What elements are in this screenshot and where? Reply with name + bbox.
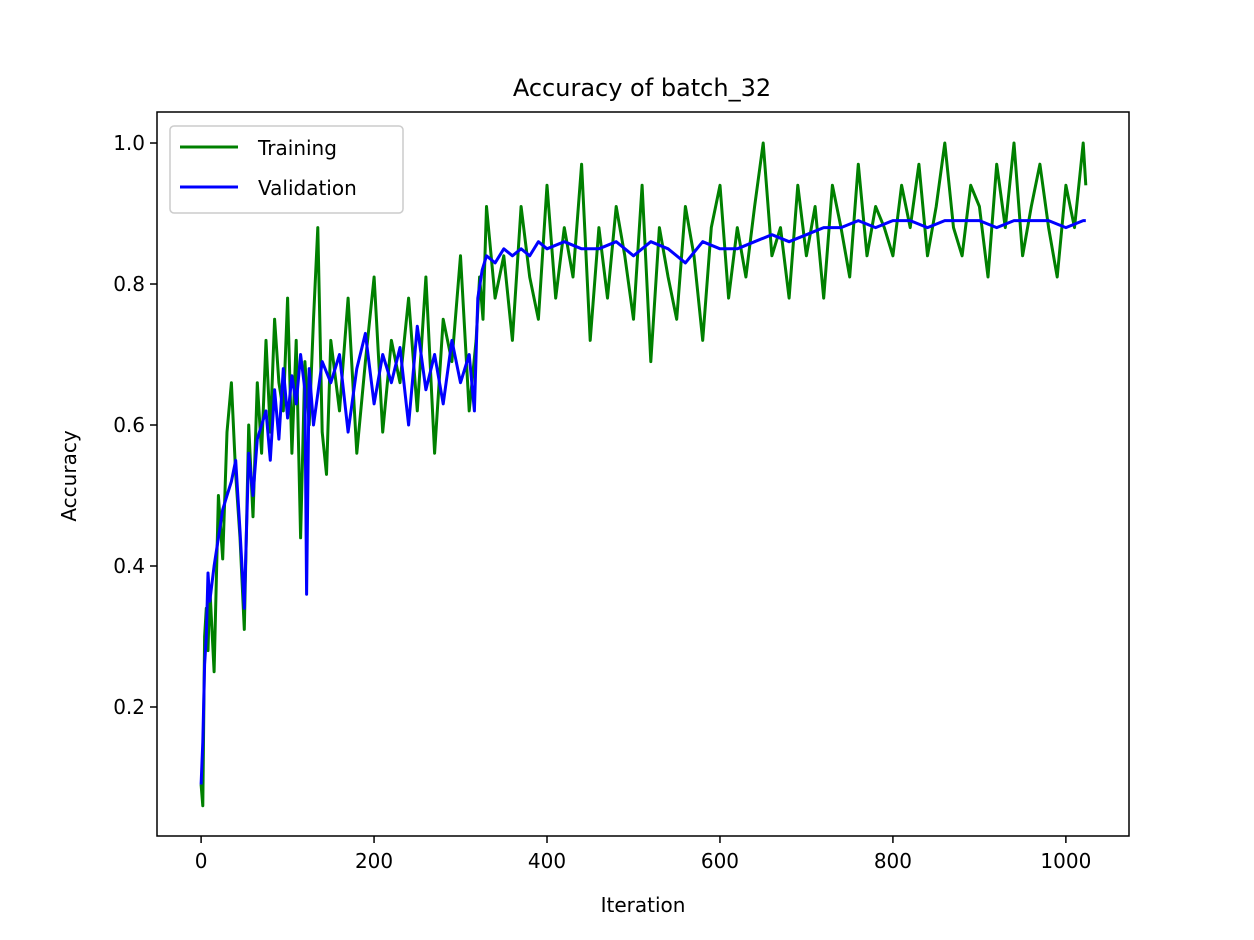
y-axis-ticks: 0.2 0.4 0.6 0.8 1.0	[113, 131, 157, 719]
series-layer	[199, 141, 1088, 808]
chart-title: Accuracy of batch_32	[513, 74, 771, 102]
legend: Training Validation	[169, 125, 404, 214]
legend-label-training: Training	[257, 136, 337, 160]
x-tick-label: 800	[874, 849, 912, 873]
x-axis-label: Iteration	[601, 893, 686, 917]
x-tick-label: 400	[528, 849, 566, 873]
x-tick-label: 0	[195, 849, 208, 873]
series-line-validation	[199, 219, 1086, 785]
y-axis-label: Accuracy	[57, 430, 81, 521]
y-tick-label: 1.0	[113, 131, 145, 155]
legend-label-validation: Validation	[258, 176, 357, 200]
y-tick-label: 0.4	[113, 554, 145, 578]
x-tick-label: 600	[701, 849, 739, 873]
series-line-training	[199, 141, 1088, 808]
y-tick-label: 0.6	[113, 413, 145, 437]
x-tick-label: 1000	[1040, 849, 1091, 873]
x-tick-label: 200	[355, 849, 393, 873]
x-axis-ticks: 0 200 400 600 800 1000	[195, 836, 1091, 873]
y-tick-label: 0.2	[113, 695, 145, 719]
y-tick-label: 0.8	[113, 272, 145, 296]
plot-frame	[156, 111, 1130, 837]
